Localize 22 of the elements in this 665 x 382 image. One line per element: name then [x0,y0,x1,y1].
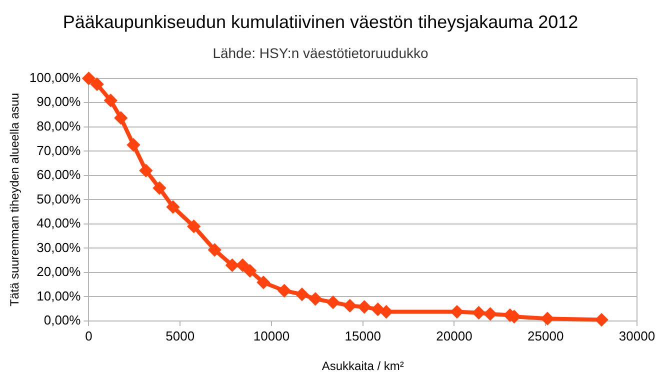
y-tick-label: 80,00% [36,118,82,134]
y-axis-title: Tätä suuremman tiheyden alueella asuu [8,92,22,306]
y-tick-label: 90,00% [36,94,82,110]
y-tick-label: 70,00% [36,142,82,158]
x-tick-label: 25000 [528,328,564,344]
y-tick-label: 50,00% [36,191,82,206]
x-tick-label: 10000 [253,328,290,344]
chart-subtitle: Lähde: HSY:n väestötietoruudukko [212,44,429,61]
x-tick-label: 15000 [344,328,381,344]
chart-title: Pääkaupunkiseudun kumulatiivinen väestön tiheysjakauma 2012 [62,12,578,32]
x-axis-title: Asukkaita / km² [322,359,404,374]
x-tick-label: 5000 [166,328,195,344]
y-tick-label: 20,00% [36,264,82,280]
x-tick-label: 0 [85,328,92,344]
x-tick-label: 20000 [436,328,472,344]
y-tick-label: 100,00% [29,70,82,85]
y-tick-label: 10,00% [36,288,82,304]
y-tick-label: 40,00% [36,216,82,231]
y-tick-label: 30,00% [36,240,82,255]
y-tick-label: 60,00% [36,167,82,182]
x-tick-label: 30000 [618,328,656,344]
y-tick-label: 0,00% [44,312,82,328]
